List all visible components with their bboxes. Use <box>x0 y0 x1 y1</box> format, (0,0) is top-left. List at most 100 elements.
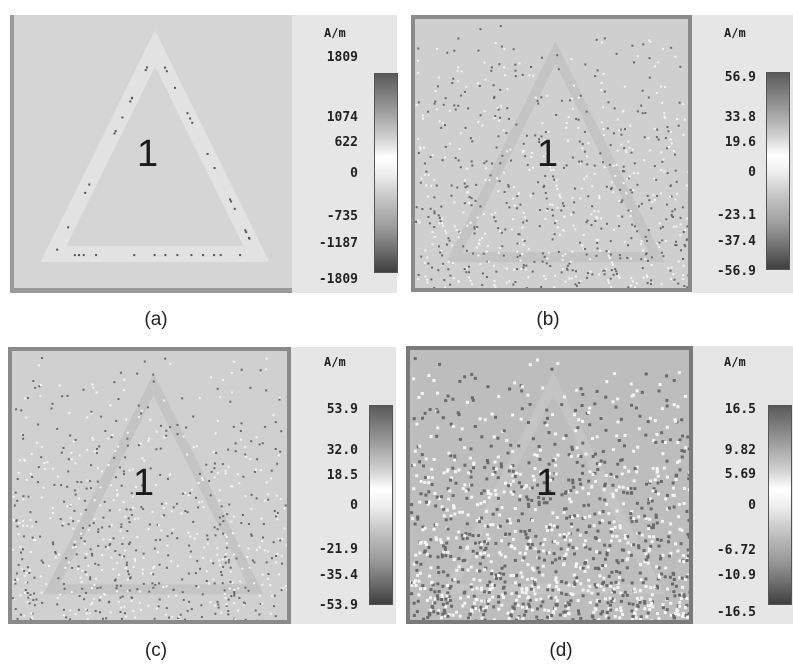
noise-dot <box>245 231 248 234</box>
noise-dot <box>157 524 160 527</box>
noise-dot <box>502 490 506 494</box>
noise-dot <box>412 601 416 605</box>
noise-dot <box>431 243 434 246</box>
noise-dot <box>629 214 632 217</box>
noise-dot <box>452 504 456 508</box>
noise-dot <box>488 179 491 182</box>
noise-dot <box>420 453 424 457</box>
noise-dot <box>664 137 667 139</box>
noise-dot <box>93 499 96 502</box>
noise-dot <box>500 506 504 510</box>
noise-dot <box>541 122 544 124</box>
noise-dot <box>675 608 679 612</box>
noise-dot <box>581 594 585 598</box>
noise-dot <box>416 515 420 519</box>
noise-dot <box>655 92 658 94</box>
noise-dot <box>562 610 566 614</box>
noise-dot <box>482 613 486 617</box>
noise-dot <box>247 547 250 550</box>
noise-dot <box>519 203 522 206</box>
noise-dot <box>621 215 624 218</box>
noise-dot <box>469 221 472 224</box>
noise-dot <box>116 493 119 496</box>
noise-dot <box>673 418 677 421</box>
noise-dot <box>655 584 659 588</box>
noise-dot <box>619 609 623 613</box>
noise-dot <box>650 264 653 267</box>
noise-dot <box>436 597 440 601</box>
noise-dot <box>85 573 88 576</box>
noise-dot <box>528 74 531 77</box>
noise-dot <box>185 426 188 429</box>
noise-dot <box>666 507 669 511</box>
noise-dot <box>506 87 509 90</box>
noise-dot <box>32 380 35 382</box>
noise-dot <box>668 575 672 579</box>
noise-dot <box>518 551 522 555</box>
noise-dot <box>54 556 57 559</box>
noise-dot <box>112 499 115 502</box>
noise-dot <box>142 582 145 585</box>
noise-dot <box>112 537 115 540</box>
noise-dot <box>669 269 672 272</box>
noise-dot <box>148 590 151 593</box>
noise-dot <box>496 107 499 110</box>
noise-dot <box>499 553 503 557</box>
noise-dot <box>605 502 609 506</box>
noise-dot <box>686 615 689 619</box>
noise-dot <box>682 274 685 277</box>
noise-dot <box>495 574 499 578</box>
noise-dot <box>441 612 445 616</box>
noise-dot <box>184 510 187 512</box>
noise-dot <box>625 558 629 562</box>
noise-dot <box>653 165 656 168</box>
noise-dot <box>489 560 493 564</box>
noise-dot <box>528 598 532 602</box>
noise-dot <box>483 110 486 113</box>
noise-dot <box>616 462 620 466</box>
noise-dot <box>657 544 661 548</box>
noise-dot <box>539 604 543 608</box>
noise-dot <box>462 211 465 214</box>
noise-dot <box>520 385 524 389</box>
noise-dot <box>205 570 208 573</box>
noise-dot <box>607 279 610 282</box>
noise-dot <box>623 147 626 150</box>
noise-dot <box>107 464 110 466</box>
noise-dot <box>188 544 191 547</box>
noise-dot <box>454 481 458 485</box>
noise-dot <box>638 205 640 208</box>
noise-dot <box>623 434 627 437</box>
noise-dot <box>538 141 541 144</box>
noise-dot <box>455 229 458 232</box>
noise-dot <box>672 225 675 228</box>
noise-dot <box>536 99 539 102</box>
noise-dot <box>556 541 560 545</box>
noise-dot <box>444 97 447 100</box>
noise-dot <box>26 592 29 594</box>
noise-dot <box>96 587 99 590</box>
noise-dot <box>119 611 122 613</box>
noise-dot <box>672 615 676 619</box>
noise-dot <box>643 136 646 139</box>
noise-dot <box>66 394 69 397</box>
noise-dot <box>473 226 476 229</box>
noise-dot <box>567 139 569 142</box>
noise-dot <box>535 358 539 362</box>
noise-dot <box>24 589 27 591</box>
noise-dot <box>576 426 580 430</box>
noise-dot <box>543 274 546 277</box>
noise-dot <box>445 594 449 598</box>
noise-dot <box>33 576 36 579</box>
noise-dot <box>635 623 638 624</box>
noise-dot <box>114 550 117 553</box>
noise-dot <box>599 566 603 570</box>
noise-dot <box>448 290 450 292</box>
noise-dot <box>234 450 237 453</box>
noise-dot <box>650 207 653 210</box>
noise-dot <box>478 516 482 520</box>
noise-dot <box>678 438 682 442</box>
noise-dot <box>633 487 637 491</box>
tick-b-5: -37.4 <box>716 234 756 249</box>
noise-dot <box>536 483 540 487</box>
